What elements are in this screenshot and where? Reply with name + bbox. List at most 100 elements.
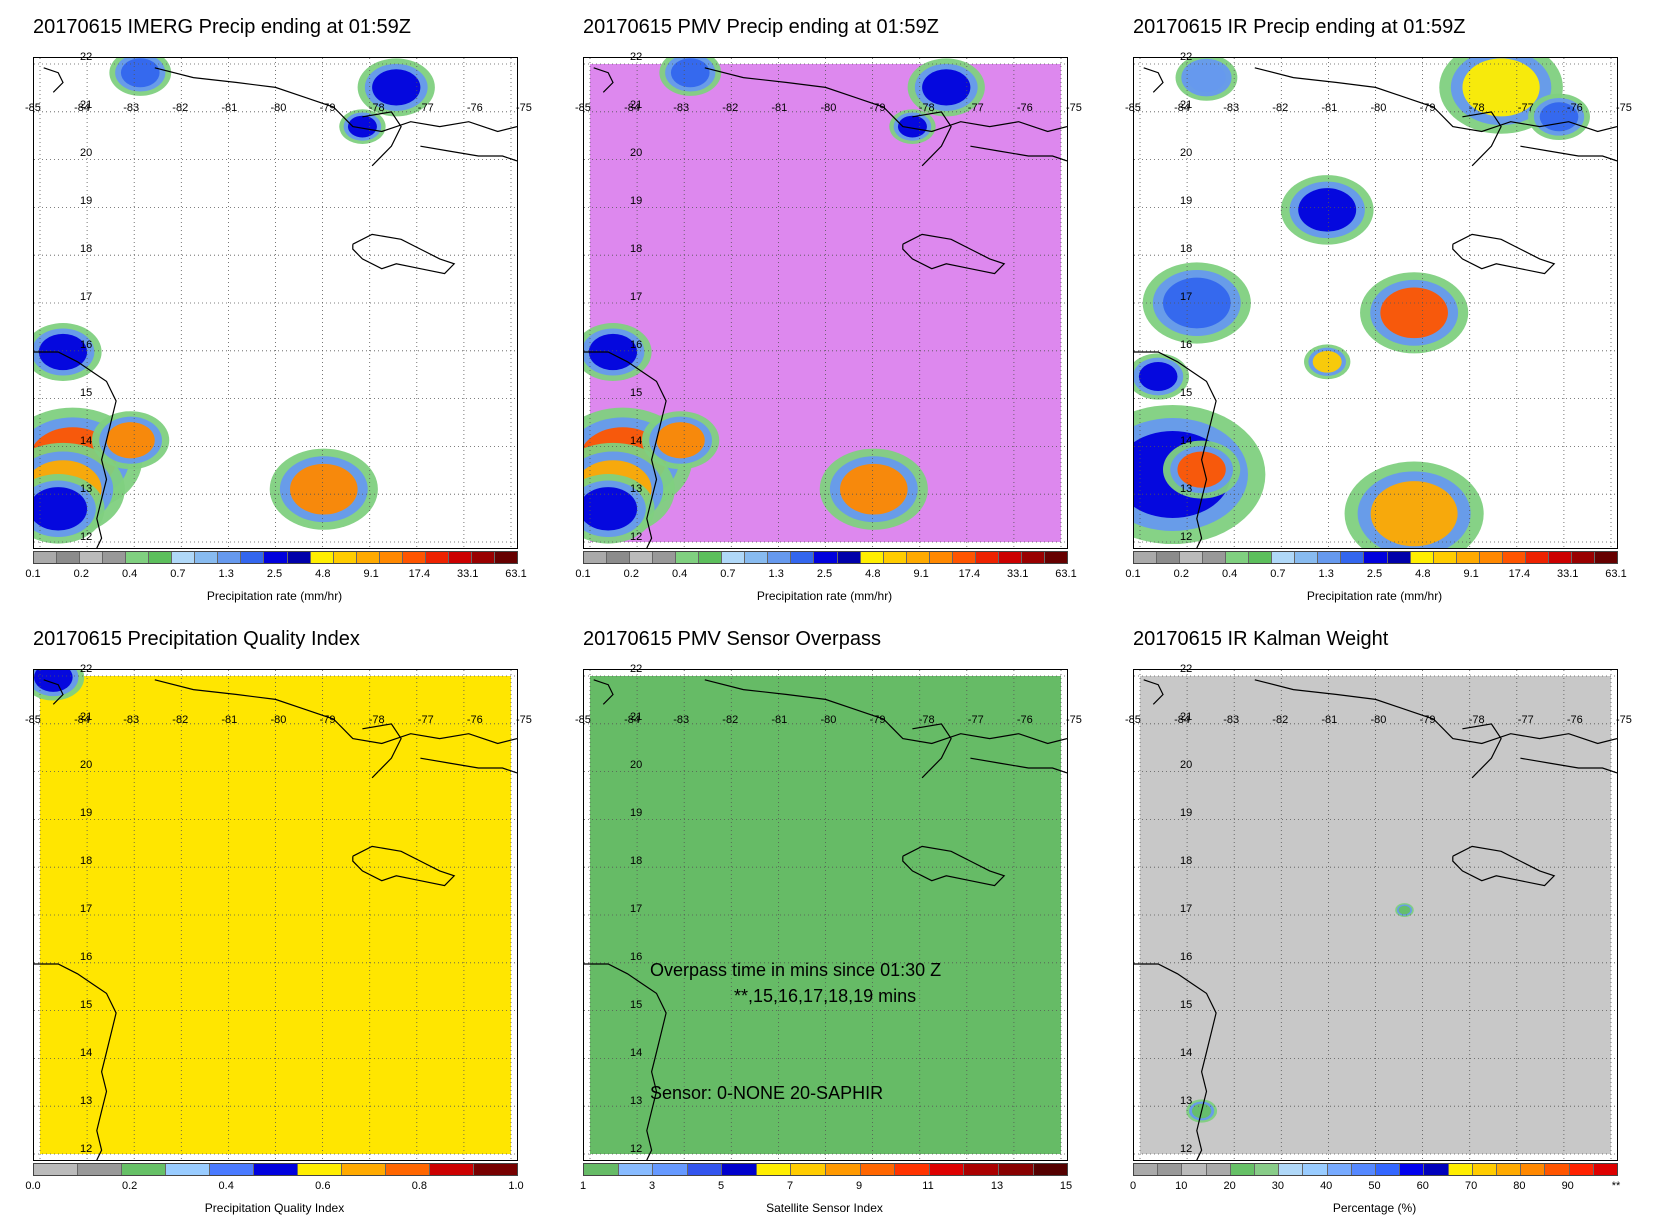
- lat-label: 13: [1180, 483, 1193, 495]
- colorbar-tick-label: 2.5: [816, 568, 833, 580]
- colorbar-swatch: [254, 1164, 298, 1175]
- colorbar-tick-label: 0.6: [315, 1180, 331, 1192]
- lat-label: 14: [630, 1047, 643, 1059]
- colorbar-tick-label: 0.7: [1270, 568, 1286, 580]
- colorbar-swatch: [1351, 1164, 1377, 1175]
- colorbar-swatch: [1502, 552, 1526, 563]
- lat-label: 19: [1180, 807, 1193, 819]
- colorbar-tick-label: 63.1: [1605, 568, 1627, 580]
- colorbar-swatch: [929, 1164, 965, 1175]
- colorbar-swatch: [768, 552, 792, 563]
- colorbar-swatch: [929, 552, 953, 563]
- lat-label: 13: [630, 1095, 643, 1107]
- precip-cell: [819, 448, 928, 530]
- colorbar-label: Precipitation rate (mm/hr): [756, 589, 893, 603]
- colorbar-swatch: [264, 552, 288, 563]
- lat-label: 22: [630, 663, 643, 675]
- colorbar-swatch: [34, 552, 58, 563]
- colorbar-tick-label: 1.3: [218, 568, 234, 580]
- overpass-note: Overpass time in mins since 01:30 Z: [650, 960, 942, 980]
- map-ir: [1133, 57, 1618, 549]
- lon-label: -84: [1174, 714, 1190, 726]
- colorbar-swatch: [584, 552, 608, 563]
- colorbar-swatch: [906, 552, 930, 563]
- colorbar-tick-label: 70: [1464, 1180, 1478, 1192]
- colorbar-tick-label: 1.3: [1318, 568, 1334, 580]
- lon-label: -84: [624, 102, 640, 114]
- lat-label: 19: [80, 807, 93, 819]
- lon-label: -77: [1517, 714, 1534, 726]
- lat-label: 20: [630, 147, 643, 159]
- lat-label: 12: [80, 531, 93, 543]
- colorbar-swatch: [676, 552, 700, 563]
- lat-label: 15: [630, 387, 643, 399]
- colorbar-tick-label: 9: [855, 1180, 863, 1192]
- lat-label: 20: [630, 759, 643, 771]
- lat-label: 17: [80, 291, 93, 303]
- colorbar-swatch: [430, 1164, 474, 1175]
- lon-label: -84: [1174, 102, 1190, 114]
- precip-cell: [339, 109, 386, 144]
- colorbar-swatch: [745, 552, 769, 563]
- lat-label: 15: [80, 387, 93, 399]
- lat-label: 14: [80, 435, 93, 447]
- lat-label: 20: [1180, 759, 1193, 771]
- colorbar: [583, 551, 1068, 564]
- colorbar-swatch: [1364, 552, 1388, 563]
- colorbar-label: Precipitation Quality Index: [204, 1201, 345, 1215]
- lon-label: -83: [1223, 102, 1240, 114]
- lat-label: 19: [80, 195, 93, 207]
- lon-label: -79: [1419, 714, 1436, 726]
- lon-label: -83: [673, 102, 690, 114]
- colorbar-swatch: [57, 552, 81, 563]
- lat-label: 17: [630, 903, 643, 915]
- lat-label: 12: [630, 531, 643, 543]
- colorbar-swatch: [210, 1164, 254, 1175]
- lon-label: -84: [74, 102, 90, 114]
- coastline: [593, 679, 614, 705]
- lon-label: -82: [722, 714, 739, 726]
- lat-label: 15: [80, 999, 93, 1011]
- colorbar-swatch: [883, 552, 907, 563]
- precip-cell: [641, 411, 720, 470]
- lat-label: 16: [1180, 339, 1193, 351]
- lon-label: -81: [221, 102, 238, 114]
- colorbar-swatch: [1594, 552, 1617, 563]
- lat-label: 14: [630, 435, 643, 447]
- colorbar-swatch: [1327, 1164, 1352, 1175]
- coastline: [34, 963, 117, 1160]
- lat-label: 18: [1180, 855, 1193, 867]
- colorbar-tick-label: 0.1: [575, 568, 591, 580]
- map-kalman: [1133, 669, 1618, 1161]
- coastline: [593, 67, 614, 93]
- lat-label: 22: [630, 51, 643, 63]
- lon-label: -79: [319, 102, 336, 114]
- colorbar-tick-label: 11: [922, 1180, 934, 1192]
- lon-label: -83: [1223, 714, 1240, 726]
- precip-cell: [1360, 272, 1469, 354]
- colorbar-swatch: [195, 552, 219, 563]
- lat-label: 16: [80, 339, 93, 351]
- lat-label: 18: [630, 855, 643, 867]
- colorbar-swatch: [103, 552, 127, 563]
- colorbar-tick-label: 0.7: [720, 568, 736, 580]
- lon-label: -76: [1566, 102, 1583, 114]
- coastline: [912, 723, 952, 779]
- colorbar-swatch: [1158, 1164, 1183, 1175]
- lon-label: -77: [1517, 102, 1534, 114]
- colorbar-swatch: [607, 552, 631, 563]
- panel-title: 20170615 PMV Sensor Overpass: [583, 628, 881, 650]
- lat-label: 18: [630, 243, 643, 255]
- coastline: [1254, 679, 1617, 745]
- lat-label: 12: [1180, 1143, 1193, 1155]
- colorbar-tick-label: 3: [648, 1180, 656, 1192]
- colorbar-tick-label: 1.0: [508, 1180, 524, 1192]
- lon-label: -79: [869, 102, 886, 114]
- lat-label: 22: [80, 51, 93, 63]
- colorbar-swatch: [1433, 552, 1457, 563]
- lon-label: -81: [771, 102, 788, 114]
- colorbar-swatch: [1206, 1164, 1231, 1175]
- lat-label: 21: [1180, 99, 1193, 111]
- colorbar-tick-label: 60: [1416, 1180, 1429, 1192]
- lon-label: -80: [270, 102, 287, 114]
